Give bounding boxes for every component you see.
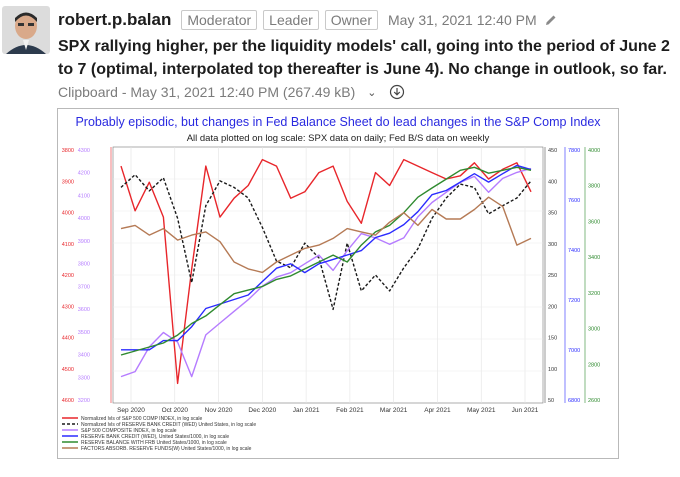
left-inner-tick-label: 3600: [78, 307, 90, 313]
left-inner-tick-label: 4300: [78, 148, 90, 154]
x-tick-label: Dec 2020: [248, 407, 276, 414]
right-axis-2: 7800 7600 7400 7200 7000 6800: [568, 148, 580, 404]
left-outer-tick-label: 4100: [62, 242, 74, 248]
left-outer-tick-label: 4600: [62, 398, 74, 404]
username[interactable]: robert.p.balan: [58, 10, 172, 29]
x-tick-label: Sep 2020: [117, 407, 145, 414]
right-1-tick-label: 400: [548, 179, 557, 185]
series-line-5: [120, 166, 532, 356]
right-3-tick-label: 2800: [588, 362, 600, 368]
attachment-label[interactable]: Clipboard - May 31, 2021 12:40 PM (267.4…: [58, 84, 356, 100]
right-1-tick-label: 200: [548, 304, 557, 310]
x-tick-label: Mar 2021: [380, 407, 408, 414]
legend-label: RESERVE BALANCE WITH FRB United States/1…: [81, 440, 227, 446]
series-line-4: [121, 164, 532, 351]
right-3-tick-label: 3000: [588, 327, 600, 333]
right-1-tick-label: 50: [548, 398, 554, 404]
left-outer-tick-label: 3800: [62, 148, 74, 154]
right-2-tick-label: 7400: [568, 248, 580, 254]
left-outer-tick-label: 4300: [62, 304, 74, 310]
right-1-tick-label: 300: [548, 242, 557, 248]
left-outer-tick-label: 3900: [62, 179, 74, 185]
left-outer-tick-label: 4000: [62, 211, 74, 217]
badge-moderator: Moderator: [181, 10, 258, 30]
left-inner-tick-label: 3200: [78, 398, 90, 404]
right-2-tick-label: 7200: [568, 298, 580, 304]
left-inner-tick-label: 4200: [78, 171, 90, 177]
series-line-2: [120, 173, 532, 311]
left-inner-tick-label: 4000: [78, 216, 90, 222]
right-1-tick-label: 250: [548, 273, 557, 279]
left-outer-tick-label: 4500: [62, 367, 74, 373]
left-outer-tick-label: 4200: [62, 273, 74, 279]
attachment-bar: Clipboard - May 31, 2021 12:40 PM (267.4…: [58, 84, 405, 100]
right-1-tick-label: 100: [548, 367, 557, 373]
chart-svg: Probably episodic, but changes in Fed Ba…: [62, 115, 602, 452]
right-3-tick-label: 3400: [588, 255, 600, 261]
x-tick-label: Jan 2021: [293, 407, 320, 414]
legend-label: S&P 500 COMPOSITE INDEX, in log scale: [81, 428, 177, 434]
left-inner-tick-label: 4100: [78, 193, 90, 199]
left-inner-tick-label: 3900: [78, 239, 90, 245]
x-tick-label: Oct 2020: [162, 407, 189, 414]
legend-label: FACTORS ABSORB. RESERVE FUNDS(W) United …: [81, 446, 252, 452]
chart-subtitle: All data plotted on log scale: SPX data …: [187, 133, 490, 144]
chart-image[interactable]: Probably episodic, but changes in Fed Ba…: [57, 108, 619, 459]
right-1-tick-label: 150: [548, 336, 557, 342]
left-inner-tick-label: 3500: [78, 330, 90, 336]
right-1-tick-label: 350: [548, 211, 557, 217]
x-tick-label: Apr 2021: [424, 407, 451, 414]
right-3-tick-label: 3200: [588, 291, 600, 297]
download-icon[interactable]: [389, 84, 405, 100]
legend-label: Normalized lvls of RESERVE BANK CREDIT (…: [81, 422, 256, 428]
right-3-tick-label: 3800: [588, 184, 600, 190]
badge-leader: Leader: [263, 10, 319, 30]
chart-title: Probably episodic, but changes in Fed Ba…: [75, 115, 601, 129]
series-line-6: [120, 196, 532, 274]
post-body: SPX rallying higher, per the liquidity m…: [58, 38, 670, 78]
right-3-tick-label: 4000: [588, 148, 600, 154]
left-inner-tick-label: 3400: [78, 353, 90, 359]
series-line-1: [120, 158, 532, 385]
right-axis-1: 450 400 350 300 250 200 150 100 50: [548, 148, 557, 404]
x-tick-label: Nov 2020: [205, 407, 233, 414]
post-header: robert.p.balan Moderator Leader Owner Ma…: [58, 8, 557, 32]
right-1-tick-label: 450: [548, 148, 557, 154]
left-inner-tick-label: 3300: [78, 375, 90, 381]
avatar[interactable]: [2, 6, 50, 54]
x-tick-label: May 2021: [467, 407, 496, 414]
right-2-tick-label: 7600: [568, 198, 580, 204]
x-tick-label: Feb 2021: [336, 407, 364, 414]
right-2-tick-label: 7000: [568, 348, 580, 354]
chart-series: [120, 158, 532, 385]
left-inner-tick-label: 3800: [78, 262, 90, 268]
right-2-tick-label: 7800: [568, 148, 580, 154]
legend-label: Normalized lvls of S&P 500 COMP INDEX, i…: [81, 416, 202, 422]
avatar-image: [2, 6, 50, 54]
left-axis-outer: 3800 3900 4000 4100 4200 4300 4400 4500 4600: [62, 148, 74, 404]
left-axis-inner: 4300 4200 4100 4000 3900 3800 3700 3600 3500 3400…: [78, 148, 90, 404]
right-3-tick-label: 3600: [588, 219, 600, 225]
grid: [110, 147, 586, 403]
left-inner-tick-label: 3700: [78, 284, 90, 290]
chart-legend: Normalized lvls of S&P 500 COMP INDEX, i…: [62, 416, 256, 452]
legend-label: RESERVE BANK CREDIT (WED), United States…: [81, 434, 229, 440]
right-2-tick-label: 6800: [568, 398, 580, 404]
left-outer-tick-label: 4400: [62, 336, 74, 342]
x-axis: Sep 2020 Oct 2020 Nov 2020 Dec 2020 Jan 2021…: [117, 407, 539, 414]
chevron-down-icon[interactable]: ⌄: [367, 86, 377, 99]
x-tick-label: Jun 2021: [512, 407, 539, 414]
post-timestamp[interactable]: May 31, 2021 12:40 PM: [388, 12, 537, 28]
right-3-tick-label: 2600: [588, 398, 600, 404]
badge-owner: Owner: [324, 10, 378, 30]
right-axis-3: 4000 3800 3600 3400 3200 3000 2800 2600: [588, 148, 600, 404]
edit-pencil-icon[interactable]: [545, 14, 557, 26]
